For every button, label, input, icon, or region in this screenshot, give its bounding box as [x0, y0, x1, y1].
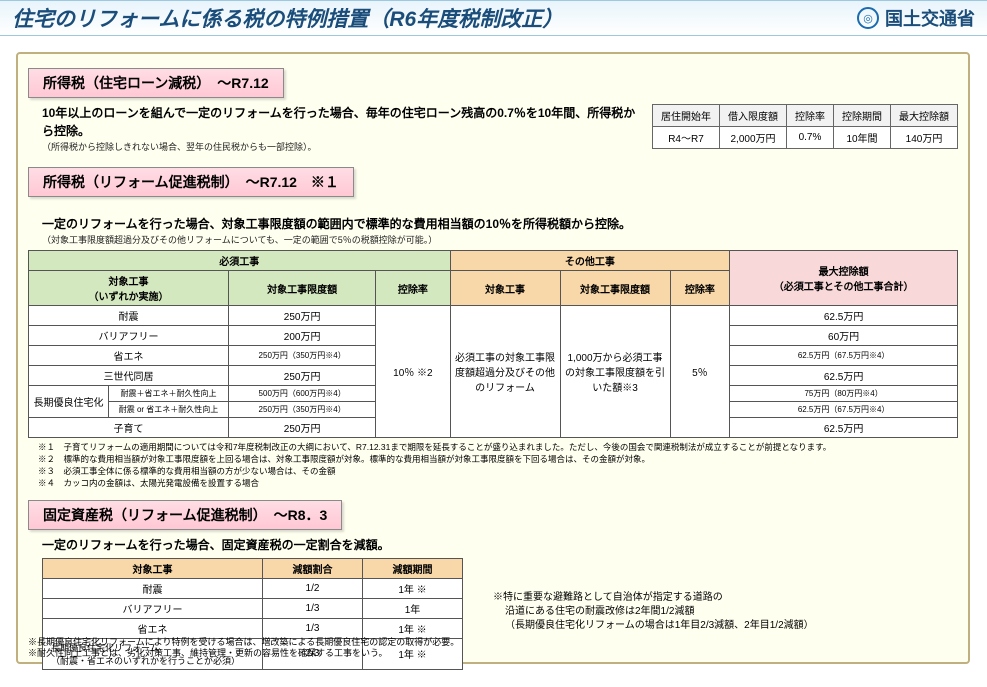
- ministry-logo: ◎ 国土交通省: [857, 5, 975, 31]
- col-header: 最大控除額: [891, 105, 958, 127]
- cell: 60万円: [730, 326, 958, 346]
- cell: 1年 ※: [363, 618, 463, 638]
- cell-orate: 5％: [670, 306, 730, 438]
- cell: 1/3: [263, 618, 363, 638]
- table-row: 省エネ 1/3 1年 ※: [43, 618, 463, 638]
- cell: 250万円（350万円※4）: [229, 402, 376, 418]
- main-panel: 所得税（住宅ローン減税） ～R7.12 10年以上のローンを組んで一定のリフォー…: [16, 52, 970, 664]
- cell: 耐震＋省エネ＋耐久性向上: [109, 386, 229, 402]
- note-line: ※２ 標準的な費用相当額が対象工事限度額を上回る場合は、対象工事限度額が対象。標…: [38, 454, 958, 466]
- section1-desc: 10年以上のローンを組んで一定のリフォームを行った場合、毎年の住宅ローン残高の0…: [42, 104, 642, 140]
- cell: 250万円（350万円※4）: [229, 346, 376, 366]
- section-income-tax-reform: 所得税（リフォーム促進税制） ～R7.12 ※１ 一定のリフォームを行った場合、…: [28, 167, 958, 490]
- cell: 10年間: [834, 127, 891, 149]
- cell: 0.7%: [787, 127, 834, 149]
- cell: 1年 ※: [363, 578, 463, 598]
- header-other: その他工事: [450, 251, 730, 271]
- table-header-row: 対象工事 減額割合 減額期間: [43, 558, 463, 578]
- cell: 250万円: [229, 418, 376, 438]
- cell: 耐震: [29, 306, 229, 326]
- note-line: ※３ 必須工事全体に係る標準的な費用相当額の方が少ない場合は、その金額: [38, 466, 958, 478]
- table-row: 耐震 250万円 10％ ※2 必須工事の対象工事限度額超過分及びその他のリフォ…: [29, 306, 958, 326]
- note-line: ※１ 子育てリフォームの適用期間については令和7年度税制改正の大綱において、R7…: [38, 442, 958, 454]
- cell: 500万円（600万円※4）: [229, 386, 376, 402]
- cell: 62.5万円（67.5万円※4）: [730, 402, 958, 418]
- cell: バリアフリー: [43, 598, 263, 618]
- section3-side-note: ※特に重要な避難路として自治体が指定する道路の 沿道にある住宅の耐震改修は2年間…: [473, 591, 814, 633]
- cell: 省エネ: [43, 618, 263, 638]
- table-row: R4～R7 2,000万円 0.7% 10年間 140万円: [653, 127, 958, 149]
- section3-desc: 一定のリフォームを行った場合、固定資産税の一定割合を減額。: [28, 536, 958, 554]
- section2-desc: 一定のリフォームを行った場合、対象工事限度額の範囲内で標準的な費用相当額の10％…: [42, 215, 958, 233]
- cell: 1/3: [263, 598, 363, 618]
- section2-notes: ※１ 子育てリフォームの適用期間については令和7年度税制改正の大綱において、R7…: [28, 442, 958, 490]
- cell: R4～R7: [653, 127, 720, 149]
- logo-icon: ◎: [857, 7, 879, 29]
- page-title: 住宅のリフォームに係る税の特例措置（R6年度税制改正）: [12, 3, 563, 33]
- section-income-tax-loan: 所得税（住宅ローン減税） ～R7.12 10年以上のローンを組んで一定のリフォー…: [28, 68, 958, 153]
- cell: 耐震: [43, 578, 263, 598]
- note-line: （長期優良住宅化リフォームの場合は1年目2/3減額、2年目1/2減額）: [493, 619, 814, 633]
- footer-notes: ※長期優良住宅化リフォームにより特例を受ける場合は、増改築による長期優良住宅の認…: [28, 637, 459, 660]
- cell-olimit: 1,000万から必須工事の対象工事限度額を引いた額※3: [560, 306, 670, 438]
- table-row: バリアフリー 1/3 1年: [43, 598, 463, 618]
- cell: 62.5万円: [730, 366, 958, 386]
- cell: 62.5万円: [730, 306, 958, 326]
- section2-note: （対象工事限度額超過分及びその他リフォームについても、一定の範囲で5％の税額控除…: [42, 233, 958, 246]
- cell: 三世代同居: [29, 366, 229, 386]
- sub-otarget: 対象工事: [450, 271, 560, 306]
- section2-title: 所得税（リフォーム促進税制） ～R7.12 ※１: [28, 167, 354, 197]
- cell: 耐震 or 省エネ＋耐久性向上: [109, 402, 229, 418]
- col-header: 控除期間: [834, 105, 891, 127]
- loan-deduction-table: 居住開始年 借入限度額 控除率 控除期間 最大控除額 R4～R7 2,000万円…: [652, 104, 958, 149]
- col-header: 借入限度額: [720, 105, 787, 127]
- header-max: 最大控除額 （必須工事とその他工事合計）: [730, 251, 958, 306]
- section3-title: 固定資産税（リフォーム促進税制） ～R8．3: [28, 500, 342, 530]
- cell: 1年: [363, 598, 463, 618]
- cell: 200万円: [229, 326, 376, 346]
- sub-orate: 控除率: [670, 271, 730, 306]
- cell: 2,000万円: [720, 127, 787, 149]
- cell: バリアフリー: [29, 326, 229, 346]
- header-must: 必須工事: [29, 251, 451, 271]
- header-bar: 住宅のリフォームに係る税の特例措置（R6年度税制改正） ◎ 国土交通省: [0, 0, 987, 36]
- sub-target: 対象工事 （いずれか実施）: [29, 271, 229, 306]
- col-header: 控除率: [787, 105, 834, 127]
- sub-limit: 対象工事限度額: [229, 271, 376, 306]
- note-line: 沿道にある住宅の耐震改修は2年間1/2減額: [493, 605, 814, 619]
- col-header: 対象工事: [43, 558, 263, 578]
- sub-olimit: 対象工事限度額: [560, 271, 670, 306]
- cell-group: 長期優良住宅化: [29, 386, 109, 418]
- table-header-row: 必須工事 その他工事 最大控除額 （必須工事とその他工事合計）: [29, 251, 958, 271]
- cell: 250万円: [229, 366, 376, 386]
- cell: 62.5万円（67.5万円※4）: [730, 346, 958, 366]
- section1-note: （所得税から控除しきれない場合、翌年の住民税からも一部控除）。: [42, 140, 642, 153]
- footer-line: ※耐久性向上工事とは、劣化対策工事、維持管理・更新の容易性を確保する工事をいう。: [28, 648, 459, 660]
- table-row: 耐震 1/2 1年 ※: [43, 578, 463, 598]
- cell: 子育て: [29, 418, 229, 438]
- cell: 75万円（80万円※4）: [730, 386, 958, 402]
- cell-otarget: 必須工事の対象工事限度額超過分及びその他のリフォーム: [450, 306, 560, 438]
- section1-title: 所得税（住宅ローン減税） ～R7.12: [28, 68, 284, 98]
- ministry-name: 国土交通省: [885, 5, 975, 31]
- note-line: ※４ カッコ内の金額は、太陽光発電設備を設置する場合: [38, 478, 958, 490]
- reform-tax-table: 必須工事 その他工事 最大控除額 （必須工事とその他工事合計） 対象工事 （いず…: [28, 250, 958, 438]
- note-line: ※特に重要な避難路として自治体が指定する道路の: [493, 591, 814, 605]
- footer-line: ※長期優良住宅化リフォームにより特例を受ける場合は、増改築による長期優良住宅の認…: [28, 637, 459, 649]
- cell-rate: 10％ ※2: [376, 306, 450, 438]
- col-header: 減額割合: [263, 558, 363, 578]
- col-header: 居住開始年: [653, 105, 720, 127]
- cell: 省エネ: [29, 346, 229, 366]
- cell: 140万円: [891, 127, 958, 149]
- col-header: 減額期間: [363, 558, 463, 578]
- sub-rate: 控除率: [376, 271, 450, 306]
- cell: 62.5万円: [730, 418, 958, 438]
- table-header-row: 居住開始年 借入限度額 控除率 控除期間 最大控除額: [653, 105, 958, 127]
- cell: 1/2: [263, 578, 363, 598]
- cell: 250万円: [229, 306, 376, 326]
